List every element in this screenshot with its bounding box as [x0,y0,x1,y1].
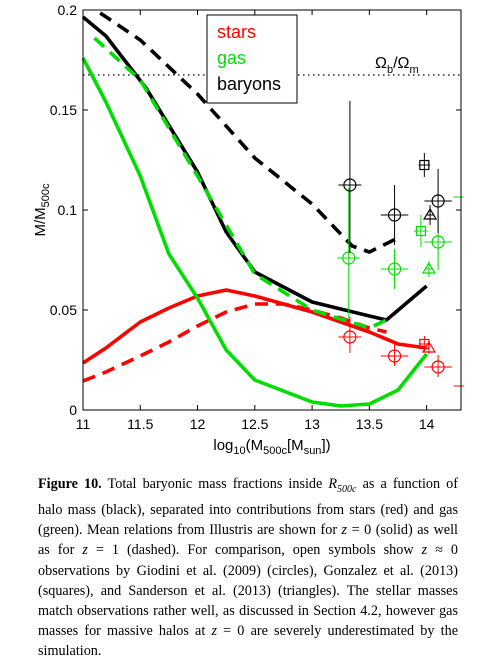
baryon-fraction-reference: Ωb/Ωm [83,55,461,76]
obs-circle [424,355,452,377]
y-tick-label: 0.05 [50,302,77,318]
obs-triangle [423,205,438,225]
obs-circle [337,188,361,318]
caption-text-1: Total baryonic mass fractions inside [101,476,329,492]
legend-box [206,14,298,104]
obs-circle [338,317,362,353]
obs-circle [380,249,409,289]
x-axis-label: log10(M500c[Msun]) [213,437,330,457]
y-tick-label: 0.15 [50,102,77,118]
circle-marker [342,251,356,265]
figure-caption: Figure 10. Total baryonic mass fractions… [38,474,458,662]
caption-text-6: = 0 are severely underestimated by the s… [38,623,458,660]
legend-entry-stars: stars [217,22,256,42]
caption-z0a: z [341,522,348,539]
x-tick-label: 13.5 [356,416,383,432]
triangle-marker [421,261,436,274]
square-marker [415,225,427,237]
obs-triangle [421,340,436,354]
circle-marker [343,178,357,192]
caption-z0b: z [211,623,217,640]
circle-marker [431,235,445,249]
x-tick-label: 11.5 [127,416,153,432]
series-stars_z0 [82,288,427,365]
axis-ticks: 11 11.5 12 12.5 13 13.5 14 0 0.05 0.1 0.15 0.2 [50,2,461,432]
x-tick-label: 14 [419,416,435,432]
obs-circle [338,101,362,253]
circle-marker [431,360,445,374]
x-tick-label: 12.5 [241,416,268,432]
caption-text-3: = 0 (solid) as well as for [38,522,458,559]
circle-marker [387,208,402,222]
x-tick-label: 11 [76,416,91,432]
y-tick-label: 0.2 [58,2,78,18]
legend-entry-baryons: baryons [217,74,281,94]
obs-triangle [421,261,436,277]
x-tick-label: 13 [304,416,320,432]
x-tick-label: 12 [190,416,206,432]
series-gas_z0 [81,57,429,408]
caption-r-sub: 500c [337,483,357,495]
caption-label: Figure 10. [38,476,102,492]
observation-points [337,101,464,387]
caption-text-5: ≈ 0 observations by Giodini et al. (2009… [38,542,458,640]
y-tick-label: 0 [69,402,77,418]
circle-marker [343,330,357,344]
legend: stars gas baryons [206,14,298,104]
legend-entry-gas: gas [217,48,246,68]
caption-text-2: as a function of halo mass (black), sepa… [38,476,458,539]
plot-frame [82,9,462,411]
y-axis-label: M/M500c [32,183,52,237]
model-curves [81,11,429,408]
circle-marker [387,262,402,276]
triangle-marker [423,207,438,220]
caption-r: R [328,476,338,492]
caption-zapprox: z [421,542,428,559]
series-baryons_z1 [99,11,399,254]
circle-marker [431,194,445,208]
obs-square [418,153,431,177]
caption-z1: z [82,542,88,559]
obs-square [414,215,428,247]
caption-text-4: = 1 (dashed). For comparison, open symbo… [87,542,422,559]
mass-fraction-chart: 11 11.5 12 12.5 13 13.5 14 0 0.05 0.1 0.15 0.2 Ωb/Ω… [32,2,464,457]
circle-marker [387,349,402,363]
y-tick-label: 0.1 [58,202,78,218]
reference-label: Ωb/Ωm [375,55,419,76]
square-marker [419,159,430,171]
obs-circle [424,169,452,233]
triangle-marker [421,340,436,353]
obs-circle [380,185,409,245]
obs-circle [380,344,409,366]
